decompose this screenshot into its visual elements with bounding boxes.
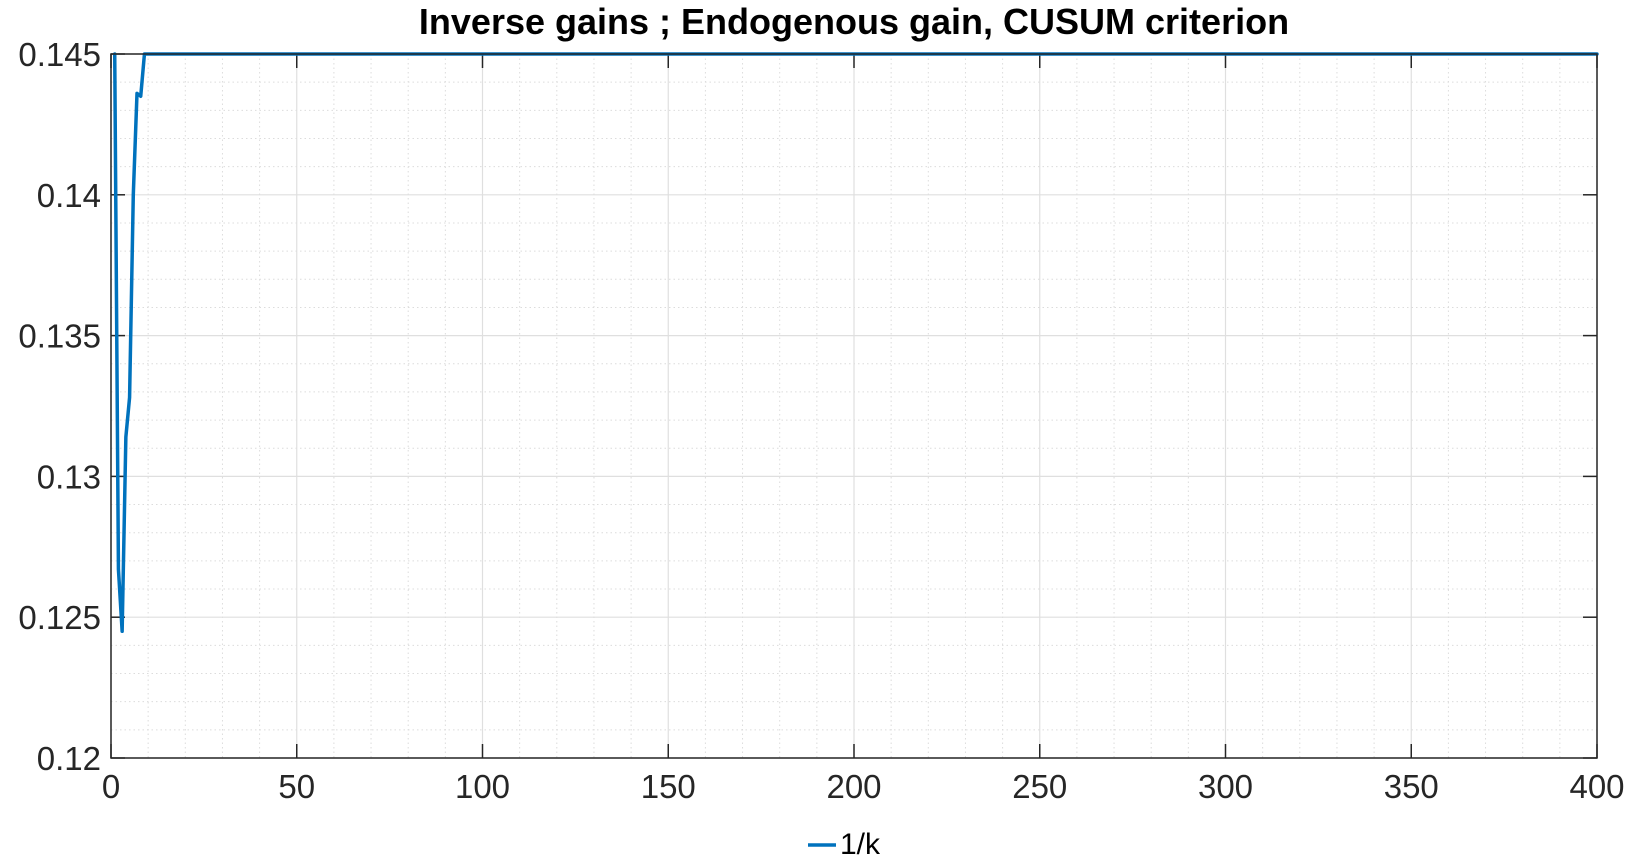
x-tick-label: 200	[826, 768, 881, 805]
x-tick-label: 400	[1569, 768, 1624, 805]
legend: 1/k	[808, 828, 881, 861]
x-tick-label: 150	[641, 768, 696, 805]
x-tick-label: 0	[102, 768, 120, 805]
y-tick-label: 0.14	[37, 177, 101, 214]
plot-border	[110, 53, 1598, 759]
y-tick-label: 0.12	[37, 740, 101, 777]
y-tick-label: 0.135	[18, 318, 101, 355]
x-tick-labels: 0 50 100 150 200 250 300 350 400	[102, 768, 1625, 805]
x-tick-label: 50	[278, 768, 315, 805]
x-tick-label: 300	[1198, 768, 1253, 805]
legend-label: 1/k	[840, 828, 881, 861]
x-tick-label: 250	[1012, 768, 1067, 805]
x-tick-label: 350	[1384, 768, 1439, 805]
y-tick-label: 0.13	[37, 458, 101, 495]
chart-title: Inverse gains ; Endogenous gain, CUSUM c…	[419, 1, 1289, 42]
y-tick-label: 0.145	[18, 36, 101, 73]
y-tick-labels: 0.12 0.125 0.13 0.135 0.14 0.145	[18, 36, 101, 777]
x-tick-label: 100	[455, 768, 510, 805]
y-tick-label: 0.125	[18, 599, 101, 636]
